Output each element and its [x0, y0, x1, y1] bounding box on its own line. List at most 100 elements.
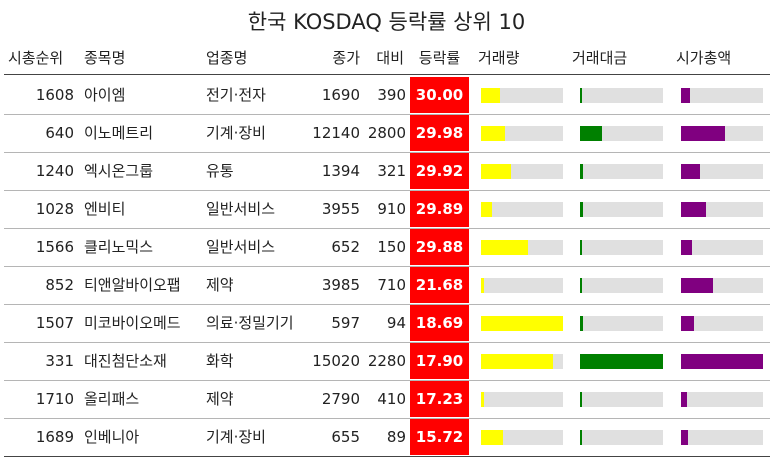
rank-cell: 1240	[35, 162, 74, 180]
mcap-bar-track	[681, 239, 763, 255]
volume-bar-track	[481, 201, 563, 217]
close-price: 12140	[312, 124, 360, 142]
price-change: 410	[377, 390, 406, 408]
price-change: 390	[377, 86, 406, 104]
header-rate: 등락률	[418, 49, 461, 67]
value-bar	[580, 201, 584, 217]
change-rate: 21.68	[410, 267, 469, 303]
value-bar-track	[580, 429, 663, 445]
close-price: 2790	[321, 390, 360, 408]
row-divider	[4, 380, 770, 381]
row-divider	[4, 114, 770, 115]
row-divider	[4, 228, 770, 229]
value-bar	[580, 125, 602, 141]
close-price: 1690	[321, 86, 360, 104]
row-divider	[4, 304, 770, 305]
row-divider	[4, 266, 770, 267]
sector-name: 제약	[206, 276, 234, 294]
volume-bar	[481, 391, 485, 407]
rank-cell: 1028	[35, 200, 74, 218]
value-bar-track	[580, 87, 663, 103]
row-divider	[4, 342, 770, 343]
rank-cell: 1689	[35, 428, 74, 446]
rank-cell: 1710	[35, 390, 74, 408]
rank-cell: 1507	[35, 314, 74, 332]
header-name: 종목명	[84, 49, 126, 67]
close-price: 597	[331, 314, 360, 332]
stock-name: 올리패스	[84, 390, 140, 408]
header-rule	[4, 74, 770, 75]
stock-name: 아이엠	[84, 86, 126, 104]
change-rate: 29.98	[410, 115, 469, 151]
price-change: 94	[386, 314, 406, 332]
volume-bar	[481, 315, 563, 331]
row-divider	[4, 190, 770, 191]
sector-name: 기계·장비	[206, 428, 266, 446]
mcap-bar-track	[681, 391, 763, 407]
sector-name: 일반서비스	[206, 200, 276, 218]
close-price: 15020	[312, 352, 360, 370]
value-bar	[580, 163, 584, 179]
mcap-bar	[681, 239, 692, 255]
rank-cell: 852	[45, 276, 74, 294]
change-rate: 17.23	[410, 381, 469, 417]
header-rank: 시총순위	[8, 49, 64, 67]
value-bar	[580, 239, 583, 255]
mcap-bar	[681, 87, 691, 103]
rank-cell: 331	[45, 352, 74, 370]
price-change: 710	[377, 276, 406, 294]
rank-cell: 1566	[35, 238, 74, 256]
price-change: 89	[386, 428, 406, 446]
volume-bar	[481, 353, 554, 369]
sector-name: 일반서비스	[206, 238, 276, 256]
volume-bar	[481, 239, 528, 255]
stock-name: 엑시온그룹	[84, 162, 154, 180]
header-close: 종가	[332, 49, 360, 67]
volume-bar-track	[481, 87, 563, 103]
stock-name: 이노메트리	[84, 124, 154, 142]
value-bar	[580, 87, 583, 103]
sector-name: 유통	[206, 162, 234, 180]
rank-cell: 1608	[35, 86, 74, 104]
header-mcap: 시가총액	[676, 49, 732, 67]
row-divider	[4, 418, 770, 419]
volume-bar	[481, 87, 500, 103]
mcap-bar	[681, 201, 707, 217]
value-bar	[580, 391, 582, 407]
close-price: 655	[331, 428, 360, 446]
change-rate: 30.00	[410, 77, 469, 113]
price-change: 2280	[367, 352, 406, 370]
mcap-bar	[681, 315, 695, 331]
mcap-bar	[681, 391, 687, 407]
header-change: 대비	[376, 49, 404, 67]
mcap-bar	[681, 429, 688, 445]
mcap-bar-track	[681, 87, 763, 103]
price-change: 2800	[367, 124, 406, 142]
value-bar	[580, 315, 584, 331]
stock-name: 미코바이오메드	[84, 314, 181, 332]
mcap-bar-track	[681, 163, 763, 179]
header-sector: 업종명	[206, 49, 248, 67]
value-bar-track	[580, 277, 663, 293]
volume-bar	[481, 277, 485, 293]
volume-bar	[481, 201, 493, 217]
close-price: 652	[331, 238, 360, 256]
header-volume: 거래량	[478, 49, 520, 67]
stock-name: 티앤알바이오팹	[84, 276, 181, 294]
price-change: 150	[377, 238, 406, 256]
value-bar	[580, 353, 663, 369]
stock-name: 대진첨단소재	[84, 352, 167, 370]
volume-bar-track	[481, 277, 563, 293]
volume-bar	[481, 429, 504, 445]
value-bar-track	[580, 163, 663, 179]
value-bar-track	[580, 239, 663, 255]
price-change: 321	[377, 162, 406, 180]
value-bar	[580, 277, 582, 293]
value-bar-track	[580, 391, 663, 407]
volume-bar	[481, 163, 512, 179]
mcap-bar	[681, 163, 700, 179]
value-bar-track	[580, 315, 663, 331]
stock-name: 클리노믹스	[84, 238, 154, 256]
row-divider	[4, 456, 770, 457]
